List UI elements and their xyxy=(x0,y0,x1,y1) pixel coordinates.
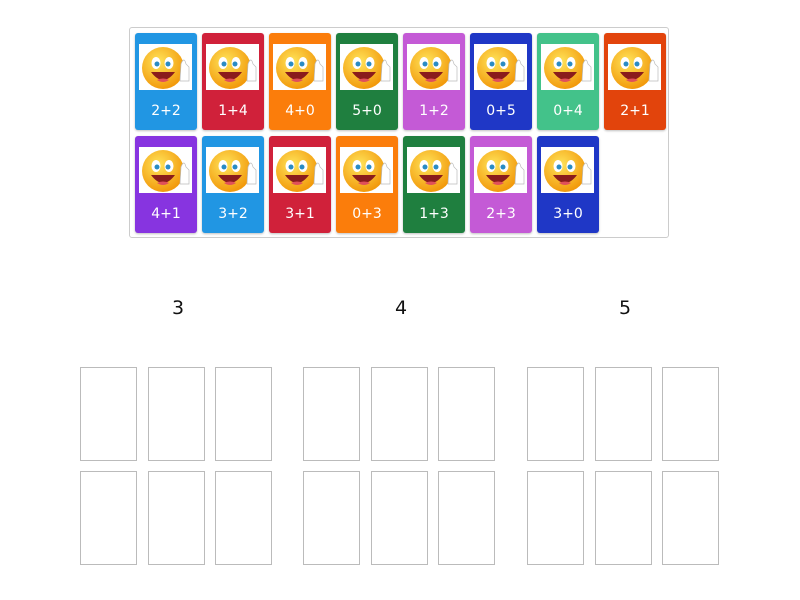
answer-card[interactable]: 0+3 xyxy=(336,136,398,233)
answer-card[interactable]: 2+1 xyxy=(604,33,666,130)
drop-slot[interactable] xyxy=(594,367,652,461)
card-label: 0+5 xyxy=(486,103,516,119)
drop-slot[interactable] xyxy=(147,367,205,461)
smiley-thumbs-up-icon xyxy=(407,44,460,90)
answer-card[interactable]: 3+0 xyxy=(537,136,599,233)
drop-slot[interactable] xyxy=(80,367,137,461)
answer-card[interactable]: 1+3 xyxy=(403,136,465,233)
drop-slot[interactable] xyxy=(662,471,719,565)
drop-slot[interactable] xyxy=(303,367,360,461)
card-label: 2+3 xyxy=(486,206,516,222)
smiley-thumbs-up-icon xyxy=(206,44,259,90)
drop-slot[interactable] xyxy=(438,367,495,461)
drop-slot[interactable] xyxy=(215,471,272,565)
card-tray: 2+2 1+4 4+0 5+0 1+2 0+5 0+4 2+1 4+1 3+2 3+1 0+3 1+3 2… xyxy=(129,27,669,238)
card-label: 1+2 xyxy=(419,103,449,119)
drop-slot[interactable] xyxy=(147,471,205,565)
answer-card[interactable]: 5+0 xyxy=(336,33,398,130)
smiley-thumbs-up-icon xyxy=(407,147,460,193)
smiley-thumbs-up-icon xyxy=(541,44,594,90)
drop-slot[interactable] xyxy=(370,471,428,565)
drop-slot[interactable] xyxy=(662,367,719,461)
smiley-thumbs-up-icon xyxy=(340,147,393,193)
card-label: 4+1 xyxy=(151,206,181,222)
smiley-thumbs-up-icon xyxy=(273,147,326,193)
card-label: 0+4 xyxy=(553,103,583,119)
answer-card[interactable]: 3+2 xyxy=(202,136,264,233)
card-label: 2+2 xyxy=(151,103,181,119)
smiley-thumbs-up-icon xyxy=(541,147,594,193)
smiley-thumbs-up-icon xyxy=(273,44,326,90)
answer-card[interactable]: 2+2 xyxy=(135,33,197,130)
drop-slot[interactable] xyxy=(527,471,584,565)
card-label: 4+0 xyxy=(285,103,315,119)
card-label: 5+0 xyxy=(352,103,382,119)
smiley-thumbs-up-icon xyxy=(474,147,527,193)
smiley-thumbs-up-icon xyxy=(474,44,527,90)
smiley-thumbs-up-icon xyxy=(206,147,259,193)
drop-slot[interactable] xyxy=(215,367,272,461)
group-heading: 5 xyxy=(618,297,632,319)
answer-card[interactable]: 1+4 xyxy=(202,33,264,130)
card-label: 3+1 xyxy=(285,206,315,222)
drop-slot[interactable] xyxy=(527,367,584,461)
answer-card[interactable]: 4+0 xyxy=(269,33,331,130)
smiley-thumbs-up-icon xyxy=(608,44,661,90)
drop-slot[interactable] xyxy=(438,471,495,565)
card-label: 1+4 xyxy=(218,103,248,119)
smiley-thumbs-up-icon xyxy=(139,147,192,193)
smiley-thumbs-up-icon xyxy=(340,44,393,90)
answer-card[interactable]: 0+4 xyxy=(537,33,599,130)
card-label: 2+1 xyxy=(620,103,650,119)
group-heading: 4 xyxy=(394,297,408,319)
smiley-thumbs-up-icon xyxy=(139,44,192,90)
drop-slot[interactable] xyxy=(370,367,428,461)
answer-card[interactable]: 0+5 xyxy=(470,33,532,130)
card-label: 0+3 xyxy=(352,206,382,222)
drop-slot[interactable] xyxy=(303,471,360,565)
drop-slot[interactable] xyxy=(80,471,137,565)
group-heading: 3 xyxy=(171,297,185,319)
answer-card[interactable]: 1+2 xyxy=(403,33,465,130)
card-label: 3+2 xyxy=(218,206,248,222)
drop-slot[interactable] xyxy=(594,471,652,565)
answer-card[interactable]: 4+1 xyxy=(135,136,197,233)
card-label: 3+0 xyxy=(553,206,583,222)
answer-card[interactable]: 3+1 xyxy=(269,136,331,233)
answer-card[interactable]: 2+3 xyxy=(470,136,532,233)
card-label: 1+3 xyxy=(419,206,449,222)
